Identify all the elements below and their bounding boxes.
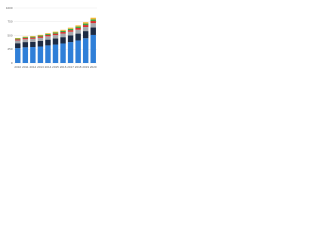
- x-tick-label: 2015: [52, 65, 59, 69]
- bar-segment: [60, 33, 66, 38]
- bar-segment: [15, 39, 21, 41]
- bar-segment: [45, 33, 51, 35]
- x-tick-label: 2017: [67, 65, 74, 69]
- bar-segment: [22, 38, 29, 40]
- bar-segment: [30, 37, 36, 39]
- x-tick-label: 2013: [37, 65, 44, 69]
- bar-segment: [67, 31, 74, 36]
- bar-segment: [15, 43, 21, 49]
- bar-segment: [75, 29, 81, 34]
- x-tick-label: 2019: [82, 65, 89, 69]
- bar-segment: [15, 40, 21, 44]
- bar-segment: [90, 23, 96, 28]
- bar-segment: [90, 34, 96, 63]
- bar-segment: [82, 23, 89, 26]
- x-tick-label: 2011: [22, 65, 29, 69]
- bar-segment: [82, 26, 89, 32]
- x-tick-label: 2010: [14, 65, 21, 69]
- bar-segment: [67, 42, 74, 63]
- bar-segment: [45, 45, 51, 63]
- bar-segment: [75, 25, 81, 27]
- bar-segment: [67, 27, 74, 29]
- bar-segment: [75, 33, 81, 41]
- bar-segment: [82, 31, 89, 39]
- bar-segment: [30, 36, 36, 38]
- bar-segment: [22, 39, 29, 43]
- bar-segment: [15, 37, 21, 39]
- bar-segment: [37, 37, 44, 41]
- y-tick-label: 500: [7, 33, 12, 37]
- y-tick-label: 0: [11, 61, 13, 65]
- bar-segment: [37, 34, 44, 36]
- bar-segment: [90, 21, 96, 24]
- bar-segment: [82, 25, 89, 27]
- bar-segment: [60, 29, 66, 31]
- bar-segment: [90, 19, 96, 22]
- bar-segment: [22, 37, 29, 39]
- bar-segment: [67, 35, 74, 43]
- bar-segment: [75, 40, 81, 63]
- bar-segment: [67, 30, 74, 32]
- x-tick-label: 2018: [75, 65, 82, 69]
- bar-segment: [37, 46, 44, 63]
- bar-segment: [37, 35, 44, 37]
- y-tick-label: 750: [7, 20, 12, 24]
- x-tick-label: 2014: [45, 65, 52, 69]
- y-tick-label: 1000: [6, 6, 13, 10]
- bar-segment: [15, 38, 21, 40]
- x-tick-label: 2016: [60, 65, 67, 69]
- bar-segment: [37, 36, 44, 38]
- bar-segment: [30, 47, 36, 63]
- bar-segment: [15, 48, 21, 63]
- x-tick-label: 2012: [30, 65, 37, 69]
- bar-segment: [22, 42, 29, 48]
- x-tick-label: 2020: [90, 65, 97, 69]
- bar-segment: [60, 43, 66, 63]
- bar-segment: [67, 28, 74, 31]
- bar-segment: [45, 36, 51, 40]
- y-tick-label: 250: [7, 47, 12, 51]
- bar-segment: [52, 35, 59, 39]
- bar-segment: [37, 41, 44, 47]
- bar-segment: [52, 32, 59, 34]
- bar-segment: [30, 38, 36, 42]
- bar-segment: [22, 36, 29, 38]
- bar-segment: [45, 39, 51, 46]
- bar-segment: [22, 47, 29, 63]
- bar-segment: [30, 35, 36, 37]
- bar-segment: [75, 27, 81, 30]
- bar-segment: [45, 33, 51, 34]
- bar-segment: [75, 26, 81, 28]
- bar-segment: [60, 30, 66, 33]
- bar-segment: [90, 17, 96, 20]
- bar-segment: [52, 31, 59, 33]
- bar-segment: [52, 44, 59, 63]
- bar-segment: [60, 32, 66, 34]
- bar-segment: [82, 22, 89, 24]
- bar-segment: [45, 34, 51, 37]
- bar-segment: [52, 33, 59, 36]
- bar-segment: [82, 38, 89, 63]
- bar-segment: [60, 37, 66, 44]
- bar-segment: [90, 27, 96, 35]
- bar-segment: [30, 41, 36, 48]
- bar-segment: [52, 38, 59, 45]
